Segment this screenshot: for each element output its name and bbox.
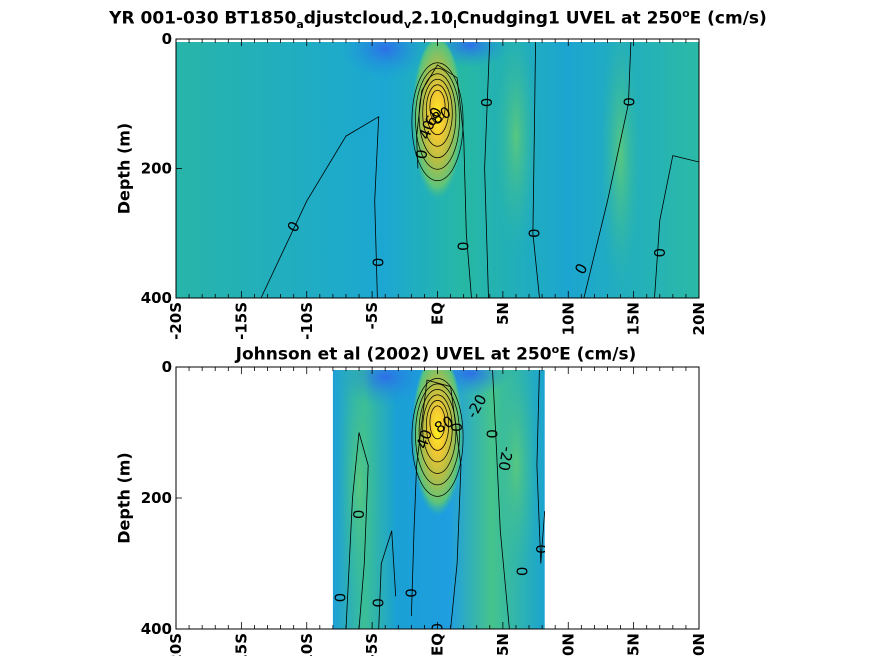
- x-tick-label: 5N: [494, 302, 512, 325]
- title-1-part-e: 2.10: [411, 8, 454, 29]
- zero-contour: [492, 370, 510, 629]
- secondary-jet: [493, 370, 538, 586]
- contour-label: 0: [621, 97, 639, 107]
- zero-contour: [536, 370, 545, 564]
- x-tick-label: -15S: [232, 302, 250, 340]
- title-2-part-a: Johnson et al (2002) UVEL at 250: [235, 344, 552, 365]
- secondary-jet: [600, 42, 641, 296]
- zero-contour: [411, 379, 462, 629]
- y-tick-label: 0: [162, 30, 172, 48]
- x-tick-label: 10N: [559, 302, 577, 335]
- contour-line: [411, 378, 464, 497]
- x-tick-label: -10S: [298, 633, 316, 656]
- x-tick-label: -15S: [232, 633, 250, 656]
- zero-contour: [654, 155, 699, 298]
- contour-label: 0: [370, 258, 388, 268]
- x-tick-label: 20N: [690, 302, 708, 335]
- contour-label: 0: [332, 593, 350, 603]
- x-tick-label: 15N: [625, 302, 643, 335]
- zero-contour: [416, 64, 472, 298]
- x-tick-label: EQ: [429, 633, 447, 656]
- westward-flow-patch: [340, 42, 431, 79]
- undercurrent-core: [411, 370, 464, 525]
- x-tick-label: 10N: [559, 633, 577, 656]
- contour-line: [425, 84, 450, 136]
- undercurrent-core: [411, 42, 464, 209]
- contour-label: 0: [533, 544, 551, 554]
- y-tick-label: 400: [141, 620, 172, 638]
- title-1-part-c: djustcloud: [303, 8, 404, 29]
- title-1-part-g: Cnudging1 UVEL at 250: [456, 8, 683, 29]
- title-2-part-b: o: [551, 343, 560, 356]
- zero-contour: [583, 42, 632, 298]
- contour-line: [429, 89, 446, 124]
- contour-line: [422, 78, 453, 147]
- zero-contour: [484, 42, 491, 298]
- contour-label: -20: [494, 445, 516, 472]
- contour-label: 0: [478, 98, 496, 108]
- contour-label: 0: [525, 228, 543, 238]
- contour-line: [415, 383, 460, 486]
- contour-label: 0: [370, 598, 388, 608]
- x-tick-label: 15N: [625, 633, 643, 656]
- zero-contour: [378, 530, 397, 629]
- x-tick-label: -20S: [167, 302, 185, 340]
- y-axis-label: Depth (m): [115, 452, 134, 544]
- contour-label: 40: [413, 427, 436, 451]
- title-1-part-d: v: [403, 18, 412, 32]
- x-tick-label: -20S: [167, 633, 185, 656]
- x-tick-label: 20N: [690, 633, 708, 656]
- contour-label: 0: [402, 588, 420, 598]
- y-axis-label: Depth (m): [115, 123, 134, 215]
- x-tick-label: EQ: [429, 302, 447, 325]
- contour-label: 0: [412, 148, 431, 161]
- contour-label: 0: [350, 510, 368, 520]
- contour-line: [425, 400, 450, 451]
- y-tick-label: 200: [141, 489, 172, 507]
- contour-label: 0: [455, 241, 473, 251]
- y-tick-label: 0: [162, 358, 172, 376]
- secondary-jet: [493, 42, 538, 257]
- contour-label: 0: [513, 567, 531, 577]
- title-1-part-f: l: [453, 18, 457, 32]
- contour-label: 0: [651, 248, 669, 258]
- contour-label: 0: [448, 422, 466, 432]
- chart-title-2: Johnson et al (2002) UVEL at 250oE (cm/s…: [176, 343, 696, 365]
- title-1-part-a: YR 001-030 BT1850: [109, 8, 297, 29]
- contour-line: [429, 405, 446, 440]
- y-tick-label: 200: [141, 160, 172, 178]
- x-tick-label: -10S: [298, 302, 316, 340]
- y-tick-label: 400: [141, 289, 172, 307]
- secondary-jet: [339, 370, 380, 625]
- title-1-part-h: o: [682, 7, 690, 20]
- title-1-part-b: a: [296, 18, 304, 32]
- zero-contour: [345, 432, 369, 629]
- contour-label: 40: [415, 118, 438, 142]
- contour-line: [411, 62, 464, 182]
- title-1-part-i: E (cm/s): [689, 8, 767, 29]
- zero-contour: [260, 115, 380, 298]
- chart-title-1: YR 001-030 BT1850adjustcloudv2.10lCnudgi…: [78, 7, 798, 31]
- title-2-part-c: E (cm/s): [559, 344, 637, 365]
- contour-line: [418, 389, 457, 474]
- contour-line: [422, 394, 453, 463]
- x-tick-label: -5S: [363, 633, 381, 656]
- zero-contour: [532, 42, 540, 298]
- contour-label: 0: [483, 429, 501, 439]
- x-tick-label: -5S: [363, 302, 381, 329]
- x-tick-label: 5N: [494, 633, 512, 656]
- contour-line: [415, 67, 460, 170]
